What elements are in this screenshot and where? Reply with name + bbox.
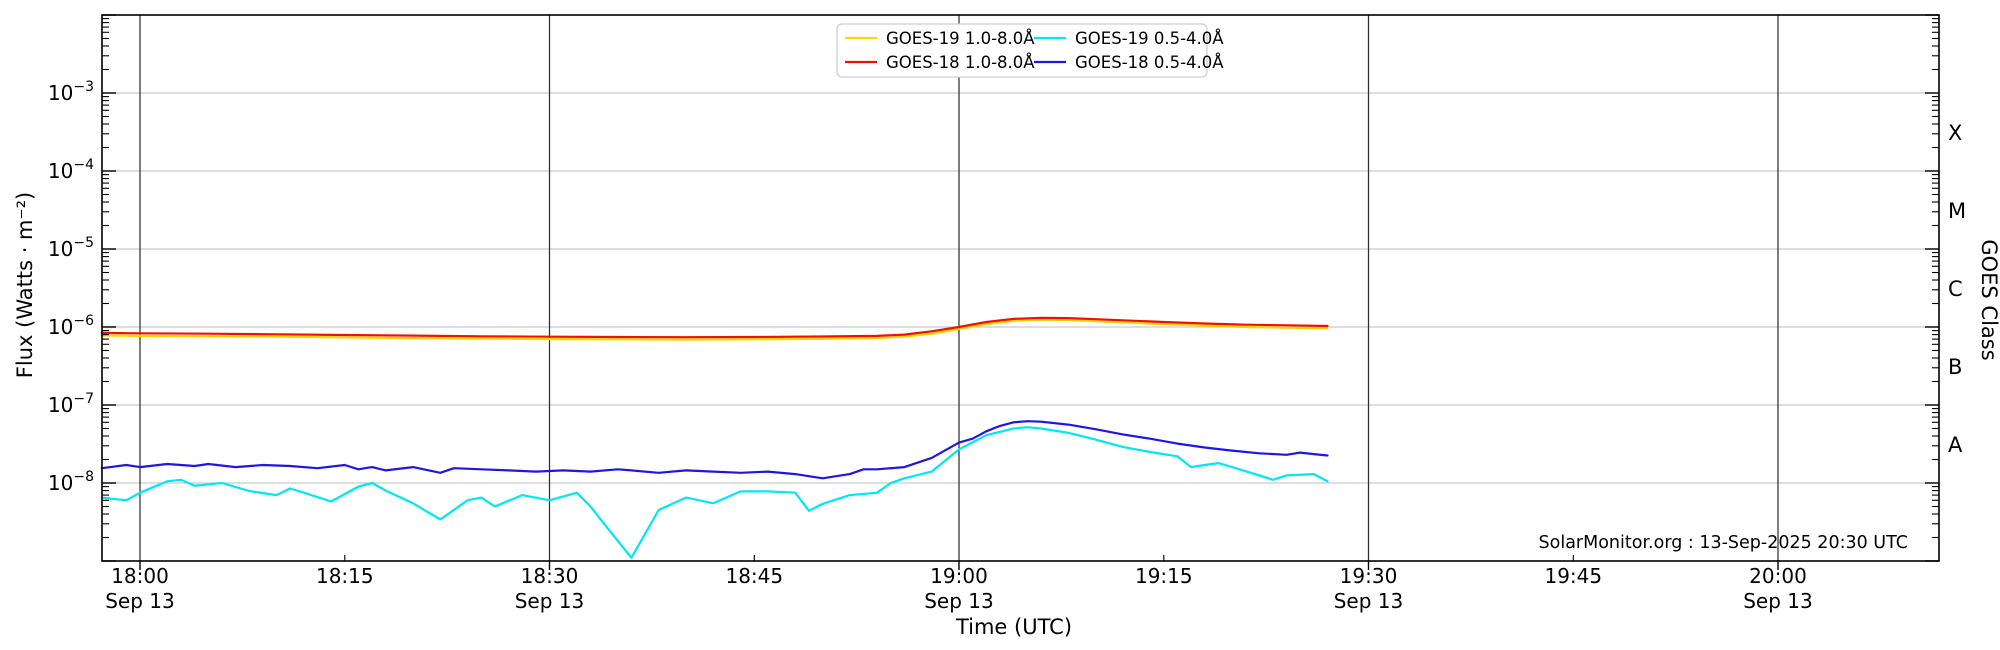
x-tick-label-18:00: 18:00 [111,564,169,588]
goes-class-label-C: C [1948,277,1963,301]
goes-class-label-X: X [1948,121,1962,145]
x-tick-label-20:00: 20:00 [1749,564,1807,588]
y-tick-label-1e-3: 10−3 [48,79,94,105]
x-tick-label-18:45: 18:45 [725,564,783,588]
x-date-label-19:00: Sep 13 [924,589,994,613]
x-date-label-18:00: Sep 13 [105,589,175,613]
right-axis-title: GOES Class [1977,239,2000,361]
y-tick-label-1e-7: 10−7 [48,391,94,417]
legend-label-1: GOES-18 1.0-8.0Å [886,53,1035,72]
series-GOES-18-1-0-8-0Å [100,316,1329,339]
x-date-label-18:30: Sep 13 [515,589,585,613]
x-tick-label-18:30: 18:30 [521,564,579,588]
y-tick-label-1e-5: 10−5 [48,235,94,261]
goes-class-label-B: B [1948,355,1962,379]
legend-label-0: GOES-19 1.0-8.0Å [886,29,1035,48]
legend-label-3: GOES-18 0.5-4.0Å [1075,53,1224,72]
series-GOES-18-0-5-4-0Å [100,420,1329,480]
goes-class-label-A: A [1948,433,1963,457]
x-tick-label-19:00: 19:00 [930,564,988,588]
legend: GOES-19 1.0-8.0Å GOES-18 1.0-8.0Å GOES-19 … [836,23,1224,78]
x-tick-label-19:45: 19:45 [1544,564,1602,588]
y-tick-label-1e-8: 10−8 [48,469,94,495]
goes-class-label-M: M [1948,199,1966,223]
legend-label-2: GOES-19 0.5-4.0Å [1075,29,1224,48]
series-GOES-19-0-5-4-0Å [100,426,1329,559]
legend-box [836,23,1208,78]
x-tick-label-19:30: 19:30 [1340,564,1398,588]
x-axis-title: Time (UTC) [955,615,1073,639]
x-date-label-20:00: Sep 13 [1743,589,1813,613]
x-date-label-19:30: Sep 13 [1334,589,1404,613]
x-tick-label-18:15: 18:15 [316,564,374,588]
plot-border [101,14,1940,562]
series-GOES-19-1-0-8-0Å [100,318,1329,341]
y-tick-label-1e-4: 10−4 [48,157,94,183]
y-axis-title: Flux (Watts · m⁻²) [13,191,37,379]
y-tick-label-1e-6: 10−6 [48,313,94,339]
solarmonitor-credit-text: SolarMonitor.org : 13-Sep-2025 20:30 UTC [1538,533,1908,553]
x-tick-label-19:15: 19:15 [1135,564,1193,588]
